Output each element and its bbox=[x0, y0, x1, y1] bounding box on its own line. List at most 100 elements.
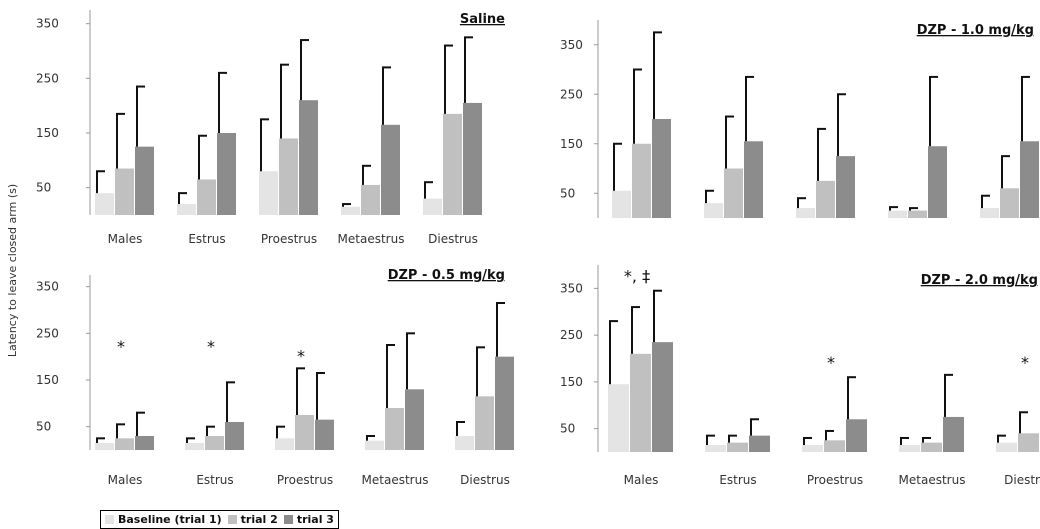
bar-proestrus-trial-2 bbox=[824, 440, 845, 452]
legend-swatch-trial-3 bbox=[283, 515, 293, 524]
bar-males-trial-2 bbox=[115, 438, 134, 450]
bar-proestrus-trial-1 bbox=[796, 208, 815, 218]
y-tick-label: 350 bbox=[36, 17, 59, 31]
bar-proestrus-trial-1 bbox=[259, 171, 278, 215]
y-tick-label: 250 bbox=[560, 87, 583, 101]
y-tick-label: 250 bbox=[560, 328, 583, 342]
y-tick-label: 150 bbox=[36, 126, 59, 140]
bar-metaestrus-trial-2 bbox=[908, 210, 927, 218]
bar-estrus-trial-2 bbox=[197, 179, 216, 215]
bar-metaestrus-trial-3 bbox=[928, 146, 947, 218]
y-axis-label-container: Latency to leave closed arm (s) bbox=[2, 120, 24, 420]
bar-estrus-trial-3 bbox=[217, 133, 236, 215]
bar-estrus-trial-1 bbox=[705, 444, 726, 452]
x-tick-label-metaestrus: Metaestrus bbox=[362, 473, 429, 487]
legend: Baseline (trial 1) trial 2 trial 3 bbox=[100, 510, 339, 529]
bar-diestrus-trial-2 bbox=[443, 113, 462, 215]
bar-diestrus-trial-2 bbox=[1000, 188, 1019, 218]
bar-diestrus-trial-3 bbox=[495, 356, 514, 450]
legend-item-trial-3: trial 3 bbox=[283, 513, 334, 526]
bar-proestrus-trial-3 bbox=[846, 419, 867, 452]
y-tick-label: 50 bbox=[36, 420, 51, 434]
chart-title: DZP - 2.0 mg/kg bbox=[921, 273, 1038, 288]
y-axis-label: Latency to leave closed arm (s) bbox=[6, 183, 20, 357]
bar-diestrus-trial-3 bbox=[1020, 141, 1039, 218]
x-tick-label-estrus: Estrus bbox=[188, 232, 225, 246]
x-tick-label-proestrus: Proestrus bbox=[807, 473, 863, 487]
significance-marker: *, ‡ bbox=[624, 266, 650, 285]
bar-estrus-trial-3 bbox=[744, 141, 763, 218]
bar-proestrus-trial-3 bbox=[836, 156, 855, 218]
y-tick-label: 150 bbox=[560, 375, 583, 389]
x-tick-label-males: Males bbox=[624, 473, 659, 487]
bar-males-trial-3 bbox=[652, 342, 673, 452]
bar-estrus-trial-3 bbox=[749, 435, 770, 452]
x-tick-label-proestrus: Proestrus bbox=[261, 232, 317, 246]
y-tick-label: 150 bbox=[560, 137, 583, 151]
y-tick-label: 350 bbox=[36, 280, 59, 294]
bar-estrus-trial-1 bbox=[177, 204, 196, 215]
chart-title: Saline bbox=[460, 12, 505, 27]
bar-males-trial-1 bbox=[608, 384, 629, 452]
significance-marker: * bbox=[117, 337, 125, 356]
bar-males-trial-3 bbox=[652, 119, 671, 218]
bar-proestrus-trial-1 bbox=[802, 444, 823, 452]
legend-label-trial-2: trial 2 bbox=[240, 513, 278, 526]
chart-panel-4: DZP - 2.0 mg/kg 50 150 250 350 Males Estrus Pro… bbox=[560, 265, 1040, 487]
bar-males-trial-1 bbox=[612, 190, 631, 218]
bar-metaestrus-trial-1 bbox=[888, 210, 907, 218]
y-tick-label: 50 bbox=[560, 186, 575, 200]
bar-metaestrus-trial-2 bbox=[361, 184, 380, 215]
bar-diestrus-trial-1 bbox=[423, 198, 442, 215]
bar-estrus-trial-2 bbox=[724, 168, 743, 218]
bar-metaestrus-trial-1 bbox=[899, 444, 920, 452]
bar-proestrus-trial-1 bbox=[275, 438, 294, 450]
x-tick-label-diestrus: Diestrus bbox=[460, 473, 510, 487]
significance-marker: * bbox=[207, 337, 215, 356]
y-tick-label: 50 bbox=[560, 422, 575, 436]
bar-males-trial-2 bbox=[115, 168, 134, 215]
bar-males-trial-3 bbox=[135, 146, 154, 215]
bar-diestrus-trial-2 bbox=[475, 396, 494, 450]
chart-panel-3: DZP - 0.5 mg/kg 50 150 250 350 Males Estrus Pro… bbox=[36, 268, 514, 487]
x-tick-label-estrus: Estrus bbox=[719, 473, 756, 487]
x-tick-label-proestrus: Proestrus bbox=[277, 473, 333, 487]
significance-marker: * bbox=[1021, 353, 1029, 372]
x-tick-label-males: Males bbox=[108, 473, 143, 487]
significance-marker: * bbox=[297, 346, 305, 365]
chart-title: DZP - 1.0 mg/kg bbox=[917, 23, 1034, 38]
y-tick-label: 250 bbox=[36, 326, 59, 340]
legend-label-trial-3: trial 3 bbox=[296, 513, 334, 526]
bar-metaestrus-trial-3 bbox=[381, 124, 400, 215]
bar-males-trial-3 bbox=[135, 436, 154, 450]
bar-estrus-trial-1 bbox=[704, 203, 723, 218]
bar-diestrus-trial-1 bbox=[455, 436, 474, 450]
bar-proestrus-trial-3 bbox=[315, 419, 334, 450]
y-tick-label: 150 bbox=[36, 373, 59, 387]
x-tick-label-metaestrus: Metaestrus bbox=[338, 232, 405, 246]
bar-estrus-trial-1 bbox=[185, 443, 204, 450]
legend-label-trial-1: Baseline (trial 1) bbox=[118, 513, 222, 526]
bar-males-trial-2 bbox=[632, 143, 651, 218]
x-tick-label-estrus: Estrus bbox=[196, 473, 233, 487]
chart-panel-2: DZP - 1.0 mg/kg 50 150 250 350 bbox=[560, 20, 1039, 218]
bar-metaestrus-trial-2 bbox=[385, 408, 404, 450]
bar-males-trial-1 bbox=[95, 193, 114, 215]
y-tick-label: 50 bbox=[36, 181, 51, 195]
bar-diestrus-trial-1 bbox=[980, 208, 999, 218]
bar-males-trial-1 bbox=[95, 443, 114, 450]
bar-estrus-trial-2 bbox=[205, 436, 224, 450]
bar-males-trial-2 bbox=[630, 353, 651, 452]
legend-item-trial-1: Baseline (trial 1) bbox=[105, 513, 222, 526]
bar-proestrus-trial-2 bbox=[295, 415, 314, 450]
bar-diestrus-trial-2 bbox=[1018, 433, 1039, 452]
x-tick-label-metaestrus: Metaestrus bbox=[899, 473, 966, 487]
legend-swatch-trial-2 bbox=[227, 515, 237, 524]
bar-estrus-trial-2 bbox=[727, 442, 748, 452]
bar-metaestrus-trial-3 bbox=[405, 389, 424, 450]
y-tick-label: 350 bbox=[560, 38, 583, 52]
chart-title: DZP - 0.5 mg/kg bbox=[388, 268, 505, 283]
x-tick-label-diestrus: Diestrus bbox=[428, 232, 478, 246]
bar-metaestrus-trial-2 bbox=[921, 442, 942, 452]
significance-marker: * bbox=[827, 353, 835, 372]
